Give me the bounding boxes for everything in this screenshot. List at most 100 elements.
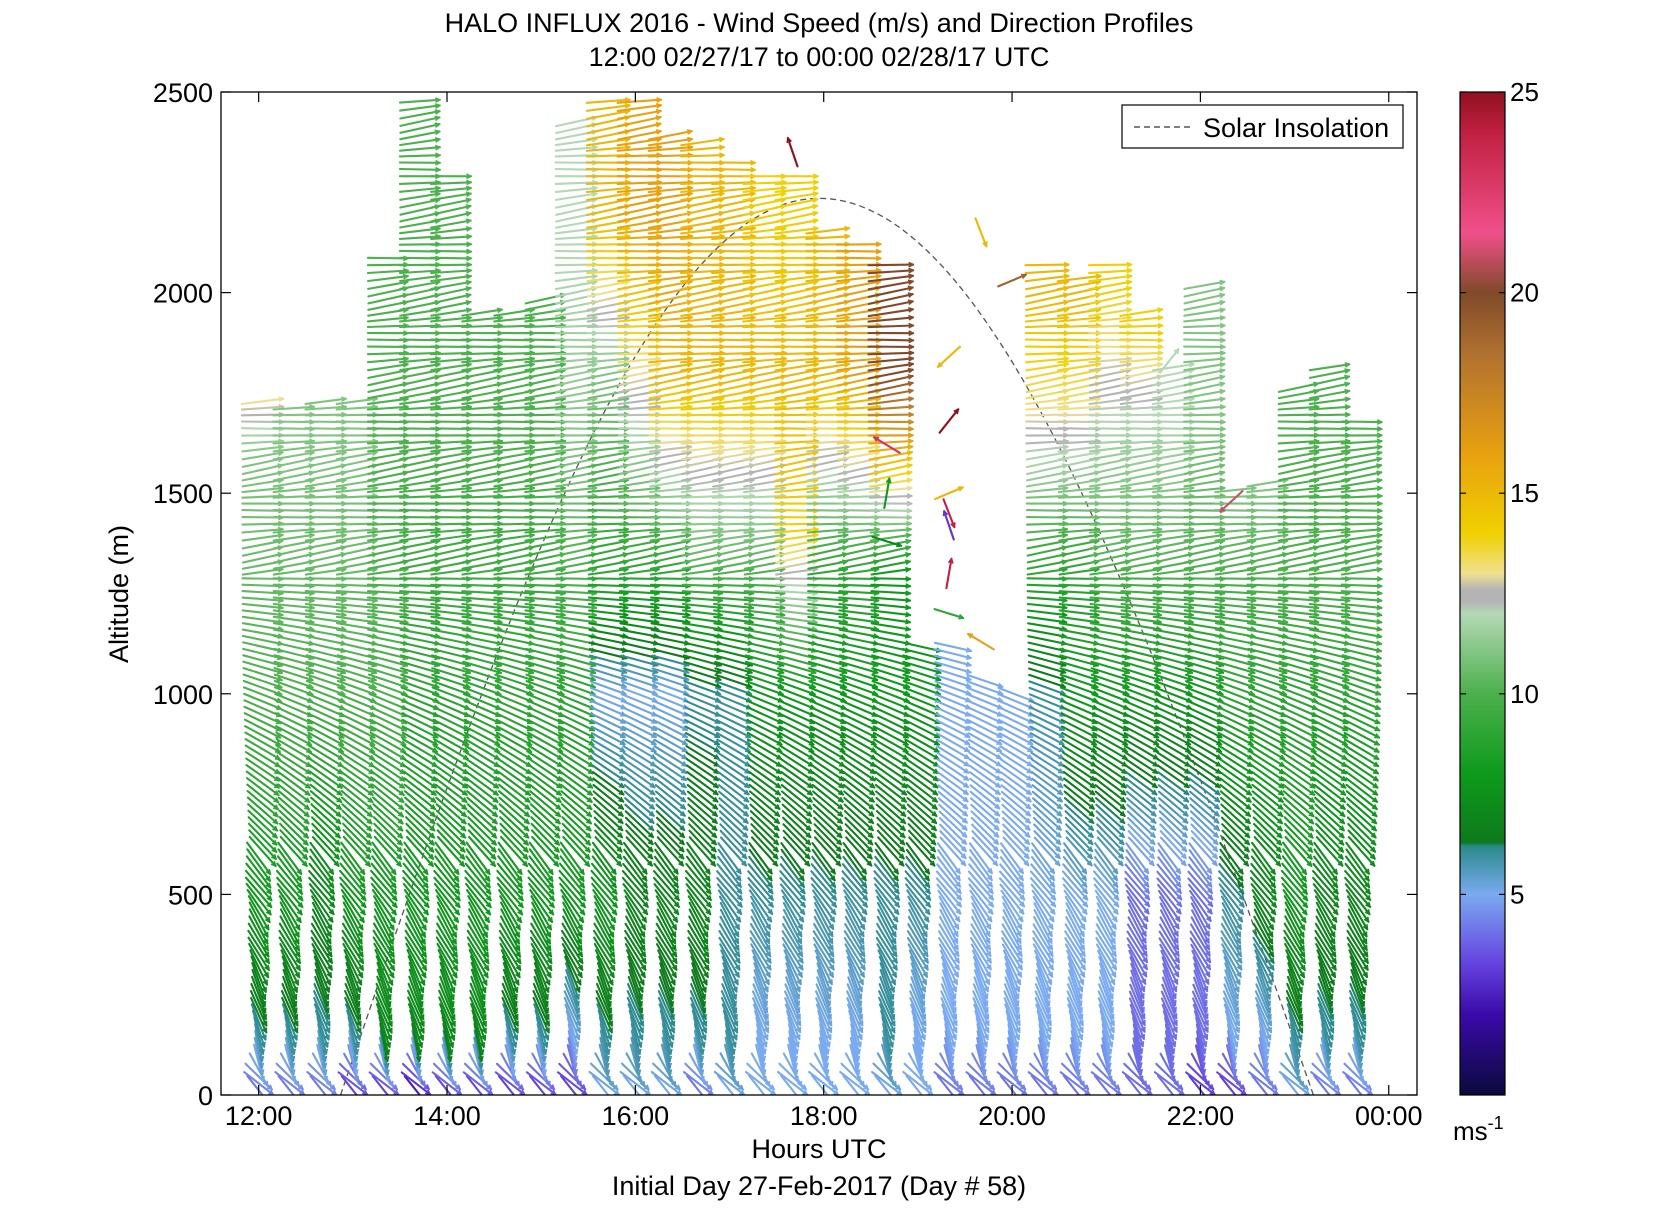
wind-vector [245,882,272,916]
wind-vector [304,396,347,405]
wind-vector [279,942,301,979]
wind-vector [279,1052,300,1087]
wind-vector [250,996,268,1034]
wind-vector [340,783,374,811]
wind-vector [344,990,362,1027]
wind-vector [309,889,334,923]
wind-vector [304,444,347,453]
wind-vector [340,777,374,804]
y-tick-label: 2000 [153,279,213,309]
wind-vector [311,895,333,931]
wind-vector [276,882,303,916]
wind-vector [284,1016,296,1055]
wind-vector [313,996,331,1034]
wind-vector [278,816,309,846]
wind-vector [310,936,333,971]
wind-vector [240,396,285,406]
wind-vector [315,1009,329,1048]
wind-vector [339,869,367,902]
wind-vector [310,816,341,846]
solar-insolation-curve [339,197,1315,1096]
wind-vector [241,444,284,453]
legend: Solar Insolation [1121,104,1404,149]
wind-vector [314,975,330,1014]
wind-vector [340,1075,358,1095]
wind-vector [311,829,340,860]
wind-vector [314,962,330,1000]
colorbar [1459,91,1506,1096]
wind-vector [245,777,280,804]
y-axis-label: Altitude (m) [104,525,134,663]
wind-vector [341,936,365,972]
wind-vector [282,962,298,1001]
wind-vector [345,968,361,1007]
wind-vector [347,1044,360,1082]
wind-vector [248,901,269,938]
wind-vector [254,1029,265,1069]
wind-vector [281,1003,298,1041]
wind-vector [339,770,374,797]
wind-vector [308,862,335,895]
wind-vector [274,718,313,739]
wind-vector [277,889,302,924]
wind-vector [342,942,364,979]
chart-subtitle: 12:00 02/27/17 to 00:00 02/28/17 UTC [589,42,1050,72]
wind-vector [281,996,299,1034]
wind-vector [246,783,280,811]
wind-vector [279,835,308,868]
wind-vector [279,829,309,861]
wind-vector [340,855,366,889]
wind-vector [342,915,364,952]
wind-vector [276,770,311,797]
wind-vector [241,532,284,542]
wind-vector [277,783,311,811]
wind-vector [340,841,366,876]
wind-vector [278,936,301,972]
wind-vector [309,777,343,804]
y-tick-label: 500 [168,880,213,910]
wind-vector [279,901,300,938]
x-tick-label: 16:00 [602,1101,670,1131]
x-tick-label: 12:00 [225,1101,293,1131]
wind-vector [347,1016,360,1055]
wind-vector [340,889,365,924]
wind-vector [311,822,341,853]
wind-vector [311,901,332,938]
wind-vector [342,822,372,853]
wind-vector [250,1003,267,1041]
wind-vector [276,764,311,789]
wind-vector [336,667,377,682]
wind-vector [285,1029,296,1069]
colorbar-tick-label: 5 [1510,879,1524,909]
wind-vector [308,876,336,908]
wind-vector [276,876,304,909]
wind-vector [310,809,341,839]
wind-vector [244,876,273,909]
wind-vector [272,602,315,611]
wind-vector [279,822,309,853]
wind-vector [251,968,267,1007]
wind-vector [253,1016,265,1055]
wind-vector [339,862,367,895]
footer-initial-day: Initial Day 27-Feb-2017 (Day # 58) [612,1171,1026,1201]
wind-vector [308,764,343,789]
wind-vector [339,764,375,789]
wind-vector [248,908,269,945]
wind-vector [277,790,310,818]
wind-vector [314,968,330,1007]
solar-insolation-line [339,197,1315,1096]
wind-vector [335,602,378,611]
wind-vector [249,949,269,986]
colorbar-tick-label: 15 [1510,478,1539,508]
y-tick-label: 1500 [153,479,213,509]
wind-vector [249,990,268,1027]
x-tick-label: 14:00 [413,1101,481,1131]
wind-vector [280,990,299,1027]
wind-vector [310,796,342,825]
wind-vector [339,882,366,916]
wind-vector [275,869,304,902]
wind-vector [309,783,343,811]
wind-vector [308,770,343,796]
wind-vector [344,996,362,1034]
colorbar-tick-label: 20 [1510,278,1539,308]
